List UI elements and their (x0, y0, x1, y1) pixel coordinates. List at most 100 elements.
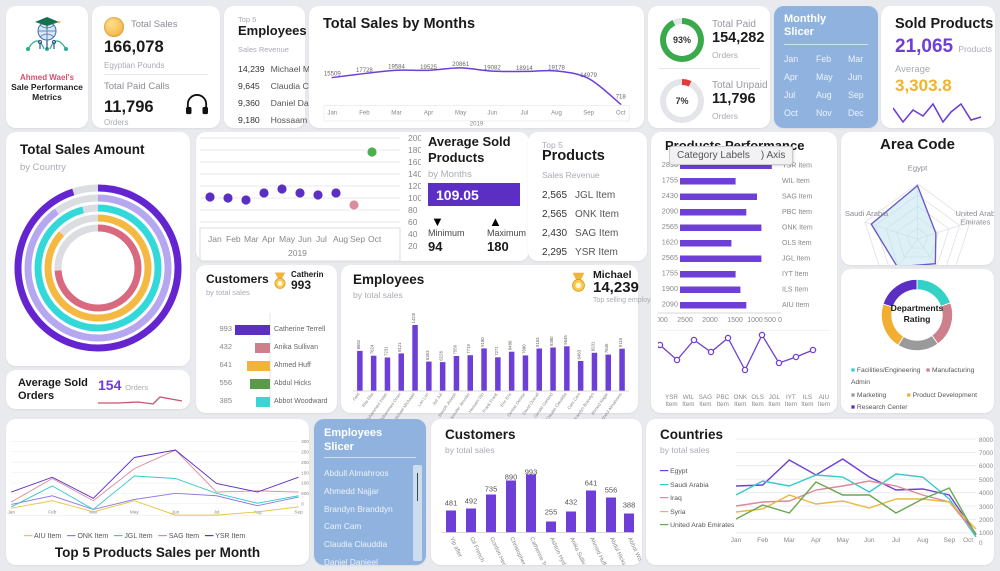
svg-text:PBC Item: PBC Item (782, 209, 812, 216)
svg-text:7271: 7271 (494, 346, 499, 356)
svg-text:6226: 6226 (439, 350, 444, 360)
svg-text:20: 20 (408, 241, 418, 251)
svg-text:2000: 2000 (702, 317, 718, 324)
svg-text:6353: 6353 (425, 350, 430, 360)
svg-text:Yusen Yield: Yusen Yield (353, 391, 361, 413)
svg-text:7680: 7680 (521, 344, 526, 354)
svg-text:9645: 9645 (563, 335, 568, 345)
svg-text:14239: 14239 (411, 313, 416, 324)
svg-text:Feb: Feb (757, 537, 769, 544)
svg-text:Jul: Jul (892, 537, 901, 544)
svg-text:100: 100 (408, 193, 421, 203)
svg-text:Catherine Terrell: Catherine Terrell (528, 536, 551, 565)
svg-text:492: 492 (465, 497, 478, 506)
svg-text:ONK Item: ONK Item (782, 225, 813, 232)
svg-text:Mar: Mar (244, 234, 259, 244)
svg-text:Emirates: Emirates (960, 218, 990, 227)
svg-text:7559: 7559 (452, 344, 457, 354)
svg-text:200: 200 (408, 133, 421, 143)
svg-text:Feb: Feb (48, 509, 56, 514)
svg-text:Apr: Apr (262, 234, 275, 244)
svg-text:May: May (837, 537, 850, 544)
svg-text:556: 556 (605, 486, 618, 495)
svg-text:Jan: Jan (731, 537, 742, 544)
svg-text:Egypt: Egypt (908, 163, 928, 172)
svg-text:United Arab: United Arab (955, 209, 994, 218)
svg-text:2090: 2090 (662, 300, 678, 309)
svg-text:Sep: Sep (294, 509, 303, 514)
svg-text:4000: 4000 (979, 490, 994, 497)
svg-text:2565: 2565 (662, 222, 678, 231)
svg-text:8480: 8480 (508, 340, 513, 350)
svg-text:Saudi Arabia: Saudi Arabia (845, 209, 889, 218)
svg-text:Jun: Jun (487, 110, 497, 116)
svg-text:2430: 2430 (662, 191, 678, 200)
svg-text:Ashton Hyde: Ashton Hyde (548, 536, 567, 565)
svg-text:Mar: Mar (784, 537, 796, 544)
svg-text:Ahmed Huff: Ahmed Huff (588, 536, 606, 565)
svg-text:WIL Item: WIL Item (782, 178, 810, 185)
svg-text:5000: 5000 (979, 477, 994, 484)
svg-text:Jan: Jan (327, 110, 337, 116)
svg-text:Apr: Apr (811, 537, 822, 544)
svg-text:Jan: Jan (208, 234, 222, 244)
svg-text:Catherine Terrell: Catherine Terrell (274, 326, 326, 333)
svg-text:Aug: Aug (917, 537, 929, 544)
svg-text:Rita Rita: Rita Rita (361, 391, 375, 408)
svg-text:2500: 2500 (301, 449, 309, 454)
svg-text:432: 432 (565, 498, 578, 507)
svg-text:7624: 7624 (370, 344, 375, 354)
svg-text:Jul: Jul (316, 234, 327, 244)
svg-text:Jul: Jul (213, 509, 219, 514)
svg-text:2019: 2019 (470, 122, 484, 128)
svg-text:ILS Item: ILS Item (782, 287, 808, 294)
svg-text:7845: 7845 (604, 343, 609, 353)
svg-text:1755: 1755 (662, 176, 678, 185)
svg-text:1000: 1000 (301, 481, 309, 486)
svg-text:Oct: Oct (368, 234, 382, 244)
svg-text:1755: 1755 (662, 269, 678, 278)
svg-text:Aug: Aug (551, 110, 562, 116)
svg-text:Sep: Sep (350, 234, 365, 244)
svg-text:Abdul Hicks: Abdul Hicks (608, 536, 626, 565)
svg-text:6463: 6463 (577, 349, 582, 359)
svg-text:140: 140 (408, 169, 421, 179)
svg-text:890: 890 (505, 473, 518, 482)
svg-text:7231: 7231 (383, 346, 388, 356)
svg-text:May: May (279, 234, 296, 244)
svg-text:Abdul Hicks: Abdul Hicks (274, 380, 311, 387)
svg-text:1900: 1900 (662, 284, 678, 293)
svg-text:0: 0 (301, 502, 304, 507)
svg-text:Feb: Feb (226, 234, 241, 244)
svg-text:3000: 3000 (979, 504, 994, 511)
svg-text:641: 641 (219, 360, 232, 369)
svg-text:Anika Sullivan: Anika Sullivan (274, 344, 318, 351)
svg-text:Ahmed Huff: Ahmed Huff (274, 362, 311, 369)
svg-text:Jun: Jun (298, 234, 312, 244)
svg-text:735: 735 (485, 485, 498, 494)
svg-text:80: 80 (408, 205, 418, 215)
svg-text:8000: 8000 (979, 437, 994, 444)
svg-text:1500: 1500 (301, 470, 309, 475)
svg-text:Yip after: Yip after (448, 536, 462, 558)
svg-text:Aug: Aug (333, 234, 348, 244)
svg-text:2019: 2019 (288, 248, 307, 258)
svg-text:1500: 1500 (727, 317, 743, 324)
svg-text:Feb: Feb (359, 110, 370, 116)
svg-text:2000: 2000 (979, 517, 994, 524)
svg-text:500: 500 (301, 491, 309, 496)
svg-text:2090: 2090 (662, 207, 678, 216)
svg-text:2500: 2500 (677, 317, 693, 324)
svg-text:60: 60 (408, 217, 418, 227)
svg-text:7000: 7000 (979, 450, 994, 457)
svg-text:718: 718 (616, 95, 627, 101)
svg-text:120: 120 (408, 181, 421, 191)
svg-text:255: 255 (545, 508, 558, 517)
svg-text:1000: 1000 (747, 317, 763, 324)
svg-text:Jun: Jun (864, 537, 875, 544)
svg-text:Abbot Woodward: Abbot Woodward (626, 536, 642, 565)
svg-text:556: 556 (219, 378, 232, 387)
svg-text:Jul: Jul (521, 110, 529, 116)
svg-text:Anika Sullivan: Anika Sullivan (568, 536, 589, 565)
svg-text:Juli Juli: Juli Juli (431, 392, 443, 406)
